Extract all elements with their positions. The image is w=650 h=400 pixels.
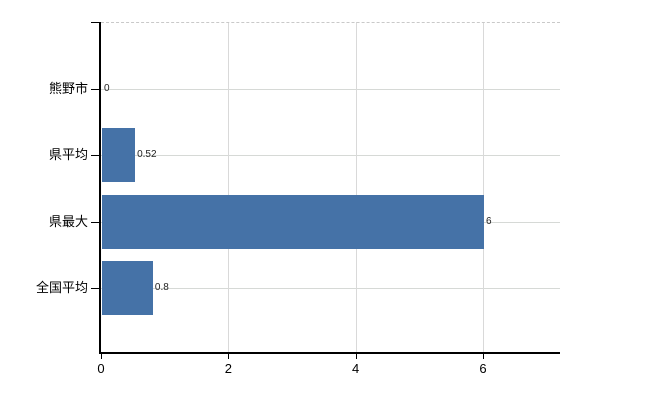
gridline-horizontal [101, 288, 560, 289]
bar-2[interactable] [102, 194, 484, 249]
x-axis-tick [355, 354, 357, 359]
data-label: 0 [104, 82, 110, 94]
x-axis-tick-label: 6 [479, 361, 487, 376]
gridline-horizontal [101, 88, 560, 90]
x-axis-tick [101, 354, 102, 359]
y-axis-tick [91, 88, 99, 90]
x-axis-tick-label: 2 [224, 361, 232, 376]
x-axis-line [99, 352, 560, 354]
gridline-vertical [483, 22, 484, 352]
x-axis-tick [483, 354, 484, 359]
gridline-vertical [228, 22, 230, 352]
bar-3[interactable] [102, 261, 153, 315]
bar-1[interactable] [102, 128, 136, 182]
category-label: 熊野市 [48, 80, 88, 96]
category-label: 県平均 [48, 147, 88, 162]
data-label: 0.52 [137, 149, 157, 160]
x-axis-tick [228, 354, 230, 359]
x-axis-tick-label: 0 [97, 361, 105, 376]
y-axis-line [99, 22, 101, 352]
data-label: 0.8 [154, 282, 169, 293]
gridline-horizontal [101, 155, 560, 156]
plot-top-border [101, 22, 560, 23]
y-axis-tick [91, 155, 99, 156]
y-axis-tick [91, 221, 99, 223]
y-axis-tick [91, 288, 99, 289]
gridline-vertical [355, 22, 357, 352]
y-axis-tick [91, 22, 99, 23]
category-label: 全国平均 [35, 280, 88, 295]
category-label: 県最大 [48, 213, 88, 229]
x-axis-tick-label: 4 [352, 361, 360, 376]
data-label: 6 [486, 215, 492, 227]
